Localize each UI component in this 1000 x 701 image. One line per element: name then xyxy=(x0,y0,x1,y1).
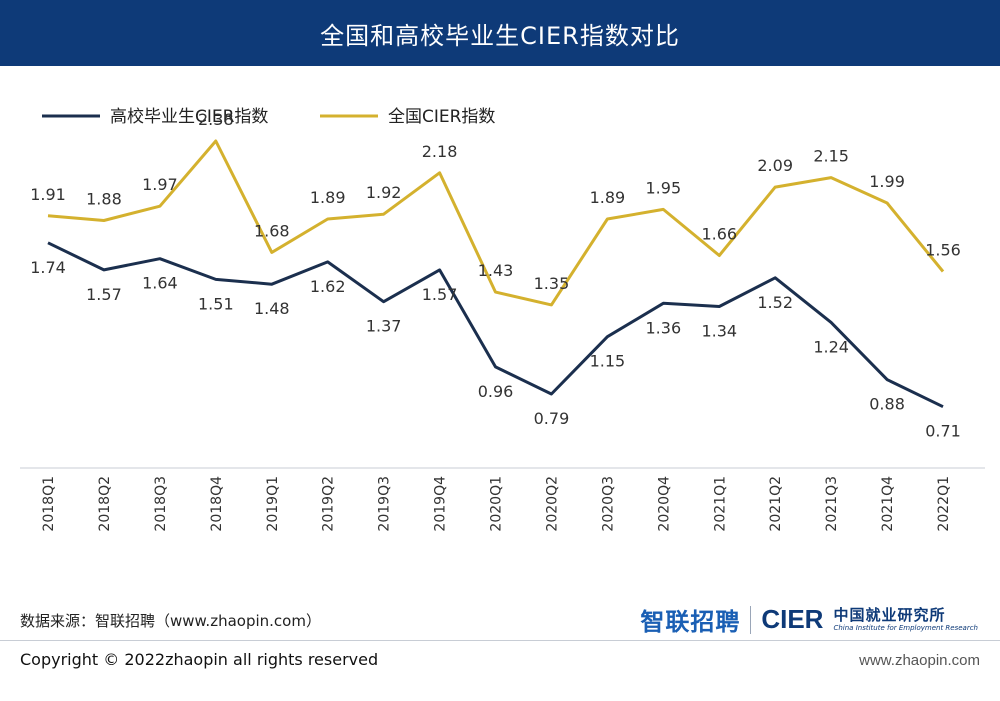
data-label: 0.96 xyxy=(478,382,514,401)
data-label: 1.99 xyxy=(869,172,905,191)
series-line-2 xyxy=(47,139,945,307)
x-tick-label: 2019Q4 xyxy=(433,476,449,532)
x-tick-label: 2018Q4 xyxy=(209,476,225,532)
data-label: 1.74 xyxy=(30,258,66,277)
data-label: 1.89 xyxy=(310,188,346,207)
data-label: 1.36 xyxy=(646,318,682,337)
cier-logo: CIER xyxy=(761,604,824,634)
data-label: 1.48 xyxy=(254,299,290,318)
data-label: 1.91 xyxy=(30,185,66,204)
data-label: 1.95 xyxy=(646,178,682,197)
data-label: 0.88 xyxy=(869,395,905,414)
x-tick-label: 2020Q4 xyxy=(656,476,672,532)
data-label: 1.43 xyxy=(478,261,514,280)
data-label: 1.51 xyxy=(198,294,234,313)
data-label: 1.97 xyxy=(142,175,178,194)
cier-logo-text: 中国就业研究所 China Institute for Employment R… xyxy=(833,605,978,632)
logo-divider xyxy=(750,605,752,634)
data-label: 0.71 xyxy=(925,422,961,441)
data-label: 1.57 xyxy=(86,285,122,304)
data-label: 2.15 xyxy=(813,147,849,166)
data-label: 1.52 xyxy=(757,293,793,312)
x-tick-label: 2019Q1 xyxy=(265,476,281,532)
x-tick-label: 2021Q3 xyxy=(824,476,840,532)
legend-item-1: 高校毕业生CIER指数 xyxy=(42,107,268,127)
line-chart: 高校毕业生CIER指数 全国CIER指数 2018Q1 2018Q2 2018Q3 201… xyxy=(20,107,985,532)
x-tick-label: 2018Q2 xyxy=(97,476,113,532)
x-tick-label: 2019Q2 xyxy=(321,476,337,532)
data-label: 1.57 xyxy=(422,285,458,304)
data-label: 1.37 xyxy=(366,317,402,336)
x-tick-label: 2021Q4 xyxy=(880,476,896,532)
data-source: 数据来源：智联招聘（www.zhaopin.com） xyxy=(20,612,321,630)
data-label: 2.09 xyxy=(757,156,793,175)
website-link[interactable]: www.zhaopin.com xyxy=(859,652,980,669)
x-tick-label: 2020Q1 xyxy=(489,476,505,532)
logos: 智联招聘 CIER 中国就业研究所 China Institute for Em… xyxy=(640,602,978,637)
data-label: 1.68 xyxy=(254,221,290,240)
data-label: 1.64 xyxy=(142,274,178,293)
data-label: 1.62 xyxy=(310,277,346,296)
x-tick-label: 2022Q1 xyxy=(936,476,952,532)
x-tick-label: 2021Q1 xyxy=(712,476,728,532)
cier-logo-cn: 中国就业研究所 xyxy=(833,605,946,624)
x-tick-label: 2019Q3 xyxy=(377,476,393,532)
zhilian-logo: 智联招聘 xyxy=(640,608,741,636)
copyright: Copyright © 2022zhaopin all rights reser… xyxy=(20,650,379,669)
data-label: 1.92 xyxy=(366,183,402,202)
x-tick-label: 2018Q3 xyxy=(153,476,169,532)
data-label: 1.66 xyxy=(701,225,737,244)
cier-logo-en: China Institute for Employment Research xyxy=(833,623,978,632)
data-label: 1.24 xyxy=(813,337,849,356)
data-label: 1.34 xyxy=(701,321,737,340)
chart-title: 全国和高校毕业生CIER指数对比 xyxy=(0,0,1000,66)
legend-label: 高校毕业生CIER指数 xyxy=(110,107,268,127)
data-label: 1.35 xyxy=(534,274,570,293)
series-line-1 xyxy=(47,241,944,409)
data-label: 2.38 xyxy=(198,110,234,129)
data-label: 1.88 xyxy=(86,190,122,209)
data-label: 1.56 xyxy=(925,240,961,259)
legend-item-2: 全国CIER指数 xyxy=(320,107,495,127)
data-label: 2.18 xyxy=(422,142,458,161)
legend-label: 全国CIER指数 xyxy=(388,107,495,127)
x-tick-label: 2020Q3 xyxy=(600,476,616,532)
chart-area: 高校毕业生CIER指数 全国CIER指数 2018Q1 2018Q2 2018Q3 201… xyxy=(0,66,1000,600)
data-label: 1.15 xyxy=(590,352,626,371)
x-tick-label: 2021Q2 xyxy=(768,476,784,532)
bottom-bar xyxy=(0,640,1000,701)
x-tick-label: 2020Q2 xyxy=(544,476,560,532)
x-tick-label: 2018Q1 xyxy=(41,476,57,532)
data-label: 0.79 xyxy=(534,409,570,428)
data-label: 1.89 xyxy=(590,188,626,207)
